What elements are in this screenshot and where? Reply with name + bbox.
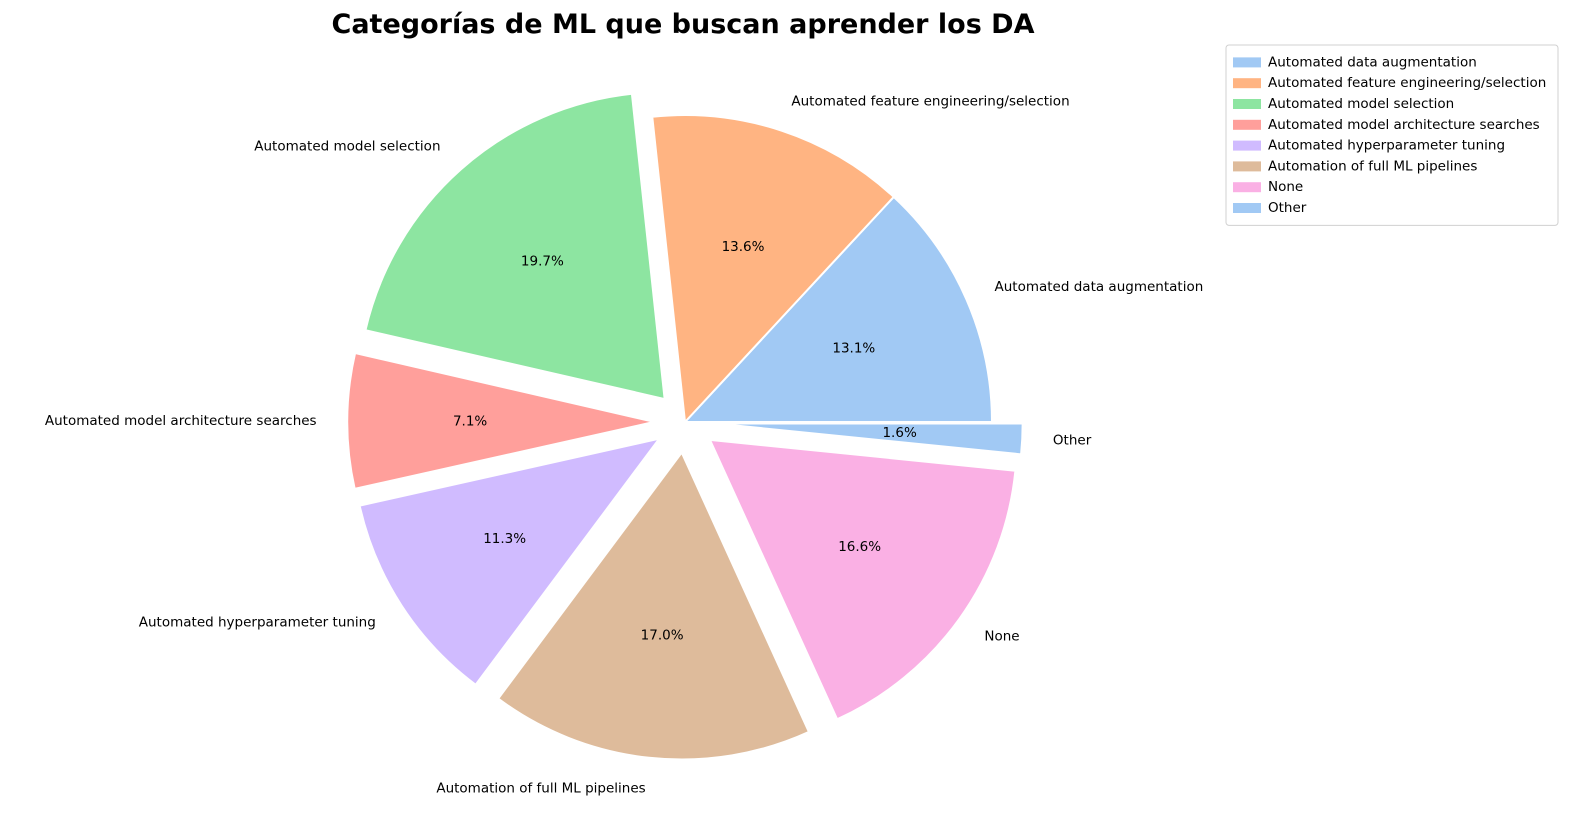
legend-label-automated-hyperparameter-tuning: Automated hyperparameter tuning [1268, 138, 1505, 154]
legend-label-none: None [1268, 179, 1303, 195]
legend-label-other: Other [1268, 200, 1307, 216]
legend-swatch-automated-feature-engineering-selection [1233, 78, 1261, 89]
percent-labels: 13.1% 13.6% 19.7% 7.1% 11.3% 17.0% 16.6% 1.6% [453, 239, 917, 644]
percent-label-automated-data-augmentation: 13.1% [832, 340, 875, 356]
pie-slice-automated-feature-engineering-selection [651, 114, 895, 423]
legend-label-automation-of-full-ml-pipelines: Automation of full ML pipelines [1268, 158, 1477, 174]
legend-swatch-automated-model-architecture-searches [1233, 119, 1261, 130]
pie-slice-automation-of-full-ml-pipelines [497, 451, 810, 761]
percent-label-automated-feature-engineering-selection: 13.6% [722, 239, 765, 255]
pie-slices [346, 92, 1024, 761]
legend-label-automated-feature-engineering-selection: Automated feature engineering/selection [1268, 75, 1546, 91]
percent-label-none: 16.6% [838, 539, 881, 555]
chart-title: Categorías de ML que buscan aprender los… [332, 9, 1035, 40]
legend-swatch-other [1233, 203, 1261, 213]
percent-label-automated-hyperparameter-tuning: 11.3% [483, 531, 526, 547]
legend-swatch-automation-of-full-ml-pipelines [1233, 161, 1261, 172]
legend-label-automated-model-selection: Automated model selection [1268, 96, 1454, 112]
legend-label-automated-data-augmentation: Automated data augmentation [1268, 54, 1477, 70]
legend-swatch-automated-model-selection [1233, 99, 1261, 109]
pie-slice-automated-model-selection [364, 92, 666, 401]
legend-swatch-automated-data-augmentation [1233, 57, 1261, 68]
slice-label-automated-model-architecture-searches: Automated model architecture searches [45, 413, 317, 429]
legend: Automated data augmentation Automated fea… [1225, 44, 1559, 226]
pie-slice-automated-model-architecture-searches [346, 352, 656, 490]
slice-labels: Automated data augmentation Automated fea… [45, 93, 1203, 796]
percent-label-other: 1.6% [882, 425, 916, 441]
slice-label-automated-model-selection: Automated model selection [254, 138, 440, 154]
pie-slice-other [714, 422, 1024, 456]
slice-label-automated-data-augmentation: Automated data augmentation [995, 279, 1204, 295]
percent-label-automated-model-architecture-searches: 7.1% [453, 413, 487, 429]
pie-slice-automated-hyperparameter-tuning [358, 437, 661, 686]
slice-label-automation-of-full-ml-pipelines: Automation of full ML pipelines [436, 780, 645, 796]
legend-label-automated-model-architecture-searches: Automated model architecture searches [1268, 117, 1540, 133]
percent-label-automated-model-selection: 19.7% [521, 253, 564, 269]
pie-slice-automated-data-augmentation [684, 195, 993, 423]
slice-label-other: Other [1053, 433, 1092, 449]
percent-label-automation-of-full-ml-pipelines: 17.0% [641, 628, 684, 644]
slice-label-automated-feature-engineering-selection: Automated feature engineering/selection [791, 93, 1069, 109]
legend-swatch-none [1233, 182, 1261, 193]
slice-label-none: None [984, 629, 1019, 645]
slice-label-automated-hyperparameter-tuning: Automated hyperparameter tuning [139, 614, 376, 630]
legend-swatch-automated-hyperparameter-tuning [1233, 140, 1261, 151]
pie-slice-none [708, 438, 1017, 721]
legend-frame [1225, 44, 1559, 226]
